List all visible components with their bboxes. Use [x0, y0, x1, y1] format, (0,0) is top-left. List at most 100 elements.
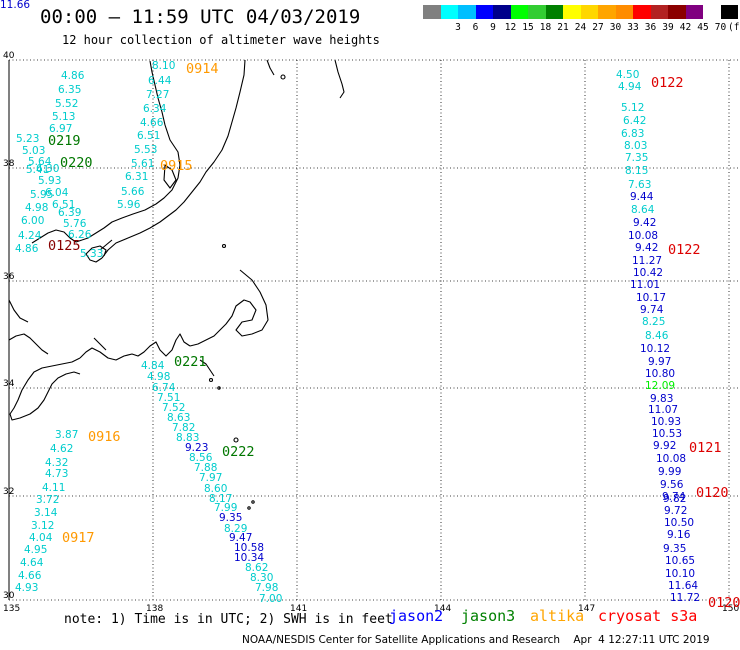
- wave-height-value: 5.64: [28, 156, 52, 168]
- wave-height-value: 4.32: [45, 457, 68, 469]
- lat-label: 32: [3, 487, 14, 497]
- wave-height-value: 8.29: [224, 523, 247, 535]
- color-scale-label: 27: [592, 22, 604, 33]
- wave-height-value: 4.62: [50, 443, 73, 455]
- wave-height-value: 8.46: [645, 330, 669, 342]
- wave-height-value: 6.30: [36, 163, 59, 175]
- wave-height-value: 4.66: [140, 117, 164, 129]
- wave-height-value: 6.83: [621, 128, 644, 140]
- wave-height-value: 6.42: [623, 115, 646, 127]
- wave-height-value: 11.27: [632, 255, 662, 267]
- wave-height-value: 4.95: [24, 544, 47, 556]
- footer-note: note: 1) Time is in UTC; 2) SWH is in fe…: [64, 612, 393, 627]
- color-swatch: [440, 5, 458, 19]
- wave-height-value: 10.53: [652, 428, 682, 440]
- credit-line: NOAA/NESDIS Center for Satellite Applica…: [242, 634, 710, 646]
- wave-height-value: 5.61: [131, 158, 154, 170]
- color-swatch: [563, 5, 581, 19]
- color-scale-label: 45: [697, 22, 709, 33]
- satellite-altika-label: altika: [530, 607, 585, 625]
- lon-label: 138: [146, 604, 163, 614]
- wave-height-value: 8.30: [250, 572, 273, 584]
- pass-time-label: 0220: [60, 155, 93, 171]
- wave-height-value: 6.51: [52, 199, 75, 211]
- wave-height-value: 8.25: [642, 316, 665, 328]
- wave-height-value: 11.64: [668, 580, 698, 592]
- pass-times: 0914 0915 0916 0917 0219 0220 0221 0222 0125 0122…: [48, 61, 740, 611]
- lat-label: 40: [3, 51, 15, 61]
- axis-labels: 40 38 36 34 32 30 135 138 141 144 147 150: [3, 51, 739, 614]
- wave-height-value: 5.33: [80, 248, 103, 260]
- wave-height-value: 10.08: [656, 453, 686, 465]
- wave-height-value: 9.42: [633, 217, 656, 229]
- wave-height-value: 9.35: [219, 512, 242, 524]
- pass-time-label: 0122: [651, 75, 684, 91]
- wave-height-value: 8.83: [176, 432, 199, 444]
- color-scale-label: 70: [714, 22, 727, 33]
- wave-height-value: 6.74: [152, 382, 176, 394]
- color-scale-label: 12: [504, 22, 517, 33]
- wave-height-value: 7.97: [199, 472, 222, 484]
- color-swatch: [458, 5, 476, 19]
- wave-height-value: 5.52: [55, 98, 78, 110]
- wave-height-value: 12.09: [645, 380, 675, 392]
- lon-label: 147: [578, 604, 595, 614]
- wave-height-value: 6.39: [58, 207, 81, 219]
- wave-height-value: 7.51: [157, 392, 180, 404]
- pass-time-label: 0125: [48, 238, 81, 254]
- color-scale-label: 6: [472, 22, 479, 33]
- satellite-jason2-label: jason2: [389, 607, 444, 625]
- wave-height-value: 9.35: [663, 543, 686, 555]
- wave-height-value: 4.50: [616, 69, 639, 81]
- wave-height-value: 9.44: [630, 191, 654, 203]
- wave-height-value: 4.86: [15, 243, 39, 255]
- color-swatch: [545, 5, 563, 19]
- wave-height-value: 6.44: [148, 75, 172, 87]
- wave-height-value: 6.00: [21, 215, 44, 227]
- wave-height-value: 8.62: [245, 562, 268, 574]
- color-scale-label: 42: [679, 22, 692, 33]
- color-scale-label: 33: [627, 22, 639, 33]
- wave-height-value: 10.50: [664, 517, 694, 529]
- lat-lon-grid: [9, 59, 740, 601]
- wave-height-value: 5.41: [26, 164, 49, 176]
- color-swatch: [615, 5, 633, 19]
- wave-height-value: 8.64: [631, 204, 655, 216]
- pass-time-label: 0917: [62, 530, 95, 546]
- wave-height-value: 11.72: [670, 592, 700, 604]
- wave-height-value: 11.07: [648, 404, 678, 416]
- wave-height-value: 9.99: [658, 466, 681, 478]
- wave-height-value: 5.66: [121, 186, 145, 198]
- wave-height-value: 9.56: [660, 479, 684, 491]
- color-swatch: [510, 5, 528, 19]
- color-swatch: [598, 5, 616, 19]
- color-swatch: [528, 5, 546, 19]
- color-swatch: [633, 5, 651, 19]
- wave-height-value: 4.84: [141, 360, 165, 372]
- wave-height-value: 9.82: [663, 493, 686, 505]
- wave-height-value: 7.35: [625, 152, 648, 164]
- lat-label: 30: [3, 591, 15, 601]
- wave-height-value: 4.24: [18, 230, 42, 242]
- pass-time-label: 0915: [160, 158, 193, 174]
- wave-height-value: 3.72: [36, 494, 59, 506]
- lon-label: 135: [3, 604, 20, 614]
- lon-label: 144: [434, 604, 451, 614]
- wave-height-value: 9.23: [185, 442, 208, 454]
- lat-label: 38: [3, 159, 15, 169]
- color-swatch: [493, 5, 511, 19]
- wave-height-value: 7.88: [194, 462, 217, 474]
- wave-height-value: 4.64: [20, 557, 44, 569]
- color-swatch: [668, 5, 686, 19]
- wave-height-value: 4.66: [18, 570, 42, 582]
- wave-height-value: 10.58: [234, 542, 264, 554]
- wave-height-value: 6.26: [68, 229, 92, 241]
- color-swatch: [423, 5, 441, 19]
- lon-label: 150: [722, 604, 739, 614]
- color-scale-label: 3: [455, 22, 461, 33]
- wave-height-value: 5.23: [16, 133, 39, 145]
- wave-height-value: 7.98: [255, 582, 278, 594]
- pass-time-label: 0219: [48, 133, 81, 149]
- wave-height-value: 9.42: [635, 242, 658, 254]
